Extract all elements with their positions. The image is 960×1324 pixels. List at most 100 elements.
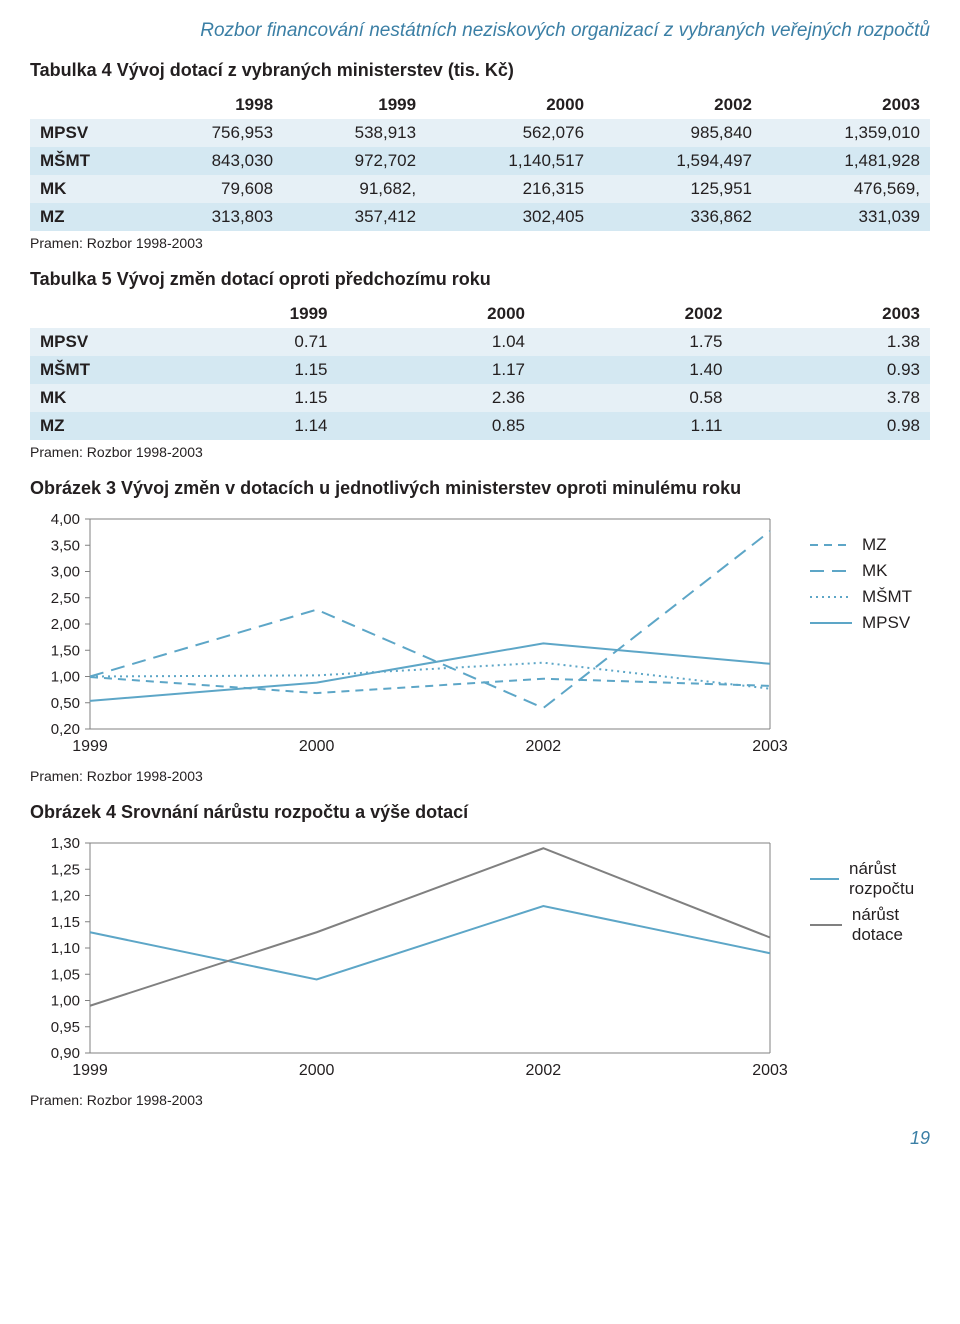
svg-text:3,00: 3,00	[51, 564, 80, 581]
table-row: MK 1.15 2.36 0.58 3.78	[30, 384, 930, 412]
cell: 985,840	[594, 119, 762, 147]
table5-col-2: 2000	[338, 300, 536, 328]
table-row: MZ 1.14 0.85 1.11 0.98	[30, 412, 930, 440]
cell: 843,030	[140, 147, 283, 175]
svg-text:1,15: 1,15	[51, 914, 80, 931]
table-row: MŠMT 1.15 1.17 1.40 0.93	[30, 356, 930, 384]
table-row: MK 79,608 91,682, 216,315 125,951 476,56…	[30, 175, 930, 203]
svg-text:1,00: 1,00	[51, 669, 80, 686]
svg-text:1999: 1999	[72, 738, 108, 755]
cell: 1.75	[535, 328, 733, 356]
cell: 1.17	[338, 356, 536, 384]
chart3-title: Obrázek 3 Vývoj změn v dotacích u jednot…	[30, 478, 930, 499]
cell: 0.71	[140, 328, 338, 356]
table4-source: Pramen: Rozbor 1998-2003	[30, 235, 930, 251]
cell: 972,702	[283, 147, 426, 175]
svg-text:3,50: 3,50	[51, 537, 80, 554]
svg-text:0,95: 0,95	[51, 1019, 80, 1036]
cell: 562,076	[426, 119, 594, 147]
svg-text:4,00: 4,00	[51, 511, 80, 528]
cell: 357,412	[283, 203, 426, 231]
page-number: 19	[30, 1128, 930, 1149]
svg-text:1,50: 1,50	[51, 642, 80, 659]
cell: 0.85	[338, 412, 536, 440]
cell: 1.40	[535, 356, 733, 384]
legend-item: nárůst rozpočtu	[810, 859, 930, 899]
svg-text:2000: 2000	[299, 738, 335, 755]
legend-label: MPSV	[862, 613, 910, 633]
svg-text:1,30: 1,30	[51, 835, 80, 852]
table4-col-1: 1998	[140, 91, 283, 119]
chart4-plot: 1,301,251,201,151,101,051,000,950,901999…	[30, 833, 790, 1088]
cell: 756,953	[140, 119, 283, 147]
cell: 1.15	[140, 384, 338, 412]
svg-text:0,50: 0,50	[51, 695, 80, 712]
legend-label: MZ	[862, 535, 887, 555]
cell: 1,594,497	[594, 147, 762, 175]
chart3-plot: 4,003,503,002,502,001,501,000,500,201999…	[30, 509, 790, 764]
cell: 331,039	[762, 203, 930, 231]
table4-col-2: 1999	[283, 91, 426, 119]
cell: 1.14	[140, 412, 338, 440]
table-row: MPSV 756,953 538,913 562,076 985,840 1,3…	[30, 119, 930, 147]
svg-text:2,00: 2,00	[51, 616, 80, 633]
svg-text:2003: 2003	[752, 1062, 788, 1079]
table5-title: Tabulka 5 Vývoj změn dotací oproti předc…	[30, 269, 930, 290]
chart4-legend: nárůst rozpočtu nárůst dotace	[810, 853, 930, 951]
running-header: Rozbor financování nestátních neziskovýc…	[30, 20, 930, 42]
cell: 538,913	[283, 119, 426, 147]
cell: MZ	[30, 412, 140, 440]
svg-text:1,00: 1,00	[51, 993, 80, 1010]
cell: 125,951	[594, 175, 762, 203]
svg-text:0,90: 0,90	[51, 1045, 80, 1062]
cell: MK	[30, 175, 140, 203]
svg-text:1999: 1999	[72, 1062, 108, 1079]
cell: 1,481,928	[762, 147, 930, 175]
table5: 1999 2000 2002 2003 MPSV 0.71 1.04 1.75 …	[30, 300, 930, 440]
svg-text:0,20: 0,20	[51, 721, 80, 738]
table4-col-3: 2000	[426, 91, 594, 119]
table5-col-0	[30, 300, 140, 328]
cell: MŠMT	[30, 356, 140, 384]
cell: MK	[30, 384, 140, 412]
cell: 476,569,	[762, 175, 930, 203]
table4-col-4: 2002	[594, 91, 762, 119]
svg-text:1,25: 1,25	[51, 861, 80, 878]
svg-text:2003: 2003	[752, 738, 788, 755]
table-row: MZ 313,803 357,412 302,405 336,862 331,0…	[30, 203, 930, 231]
legend-label: nárůst rozpočtu	[849, 859, 930, 899]
cell: 0.98	[733, 412, 931, 440]
legend-item: nárůst dotace	[810, 905, 930, 945]
table4-col-0	[30, 91, 140, 119]
legend-label: MK	[862, 561, 888, 581]
table4-header-row: 1998 1999 2000 2002 2003	[30, 91, 930, 119]
legend-label: MŠMT	[862, 587, 912, 607]
table5-header-row: 1999 2000 2002 2003	[30, 300, 930, 328]
table5-col-4: 2003	[733, 300, 931, 328]
legend-item: MZ	[810, 535, 912, 555]
cell: 0.58	[535, 384, 733, 412]
svg-text:2002: 2002	[526, 1062, 562, 1079]
table-row: MPSV 0.71 1.04 1.75 1.38	[30, 328, 930, 356]
table-row: MŠMT 843,030 972,702 1,140,517 1,594,497…	[30, 147, 930, 175]
chart3-source: Pramen: Rozbor 1998-2003	[30, 768, 930, 784]
svg-text:2002: 2002	[526, 738, 562, 755]
svg-text:2000: 2000	[299, 1062, 335, 1079]
table4: 1998 1999 2000 2002 2003 MPSV 756,953 53…	[30, 91, 930, 231]
legend-item: MŠMT	[810, 587, 912, 607]
legend-item: MPSV	[810, 613, 912, 633]
cell: 91,682,	[283, 175, 426, 203]
cell: 1.11	[535, 412, 733, 440]
cell: 1,359,010	[762, 119, 930, 147]
chart4-title: Obrázek 4 Srovnání nárůstu rozpočtu a vý…	[30, 802, 930, 823]
cell: 1.04	[338, 328, 536, 356]
cell: 313,803	[140, 203, 283, 231]
cell: 79,608	[140, 175, 283, 203]
legend-label: nárůst dotace	[852, 905, 930, 945]
svg-text:1,10: 1,10	[51, 940, 80, 957]
cell: MPSV	[30, 328, 140, 356]
cell: MZ	[30, 203, 140, 231]
chart3-legend: MZ MK MŠMT MPSV	[810, 529, 912, 639]
svg-text:1,05: 1,05	[51, 966, 80, 983]
cell: 1,140,517	[426, 147, 594, 175]
